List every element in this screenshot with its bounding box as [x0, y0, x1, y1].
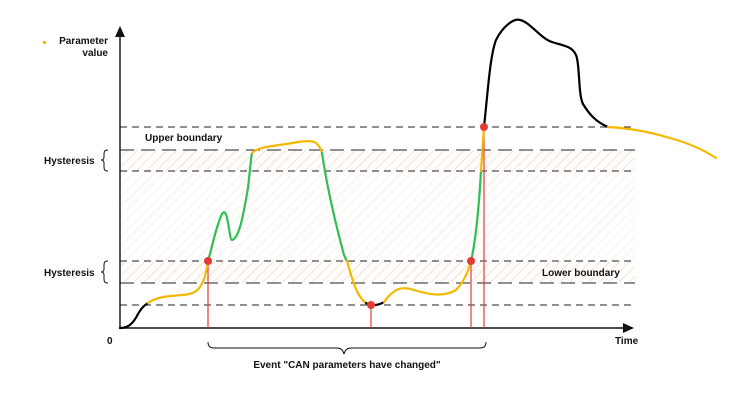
y-axis-label-line2: value: [82, 48, 108, 59]
curve-seg-peak: [482, 18, 610, 129]
event-label: Event "CAN parameters have changed": [253, 360, 441, 371]
event-markers: [204, 123, 488, 309]
event-marker-4: [480, 123, 488, 131]
curve-seg-rise-outside: [382, 259, 473, 304]
curve-seg-low-outside: [146, 259, 210, 305]
y-axis-arrow-icon: [115, 26, 125, 37]
lower-boundary-label: Lower boundary: [542, 268, 620, 279]
origin-label: 0: [107, 336, 113, 347]
curve-seg-start: [118, 301, 150, 330]
event-marker-1: [204, 257, 212, 265]
event-marker-3: [467, 257, 475, 265]
upper-hysteresis-label: Hysteresis: [44, 156, 95, 167]
event-lines: [207, 127, 485, 328]
y-label-mark: [43, 41, 46, 44]
lower-hysteresis-brace-icon: [100, 260, 109, 284]
upper-hysteresis-band: [120, 150, 635, 171]
upper-hysteresis-brace-icon: [100, 149, 109, 172]
signal-curve: [118, 18, 718, 330]
curve-seg-plateau-outside: [250, 139, 324, 155]
hysteresis-braces: [100, 149, 487, 355]
event-brace-icon: [207, 341, 487, 355]
x-axis-label: Time: [615, 336, 639, 347]
lower-hysteresis-band: [120, 261, 635, 283]
event-marker-2: [367, 301, 375, 309]
y-axis-label-line1: Parameter: [59, 36, 108, 47]
curve-seg-tail-outside: [606, 125, 718, 160]
x-axis-arrow-icon: [623, 323, 634, 333]
upper-boundary-label: Upper boundary: [145, 133, 223, 144]
axes: [115, 26, 634, 333]
curve-seg-steep-inside: [469, 169, 483, 263]
curve-seg-fall-inside: [320, 151, 349, 263]
curve-seg-dip-outside: [345, 259, 368, 305]
inner-band: [120, 171, 635, 261]
lower-hysteresis-label: Hysteresis: [44, 268, 95, 279]
curve-seg-rise-inside: [206, 151, 254, 263]
